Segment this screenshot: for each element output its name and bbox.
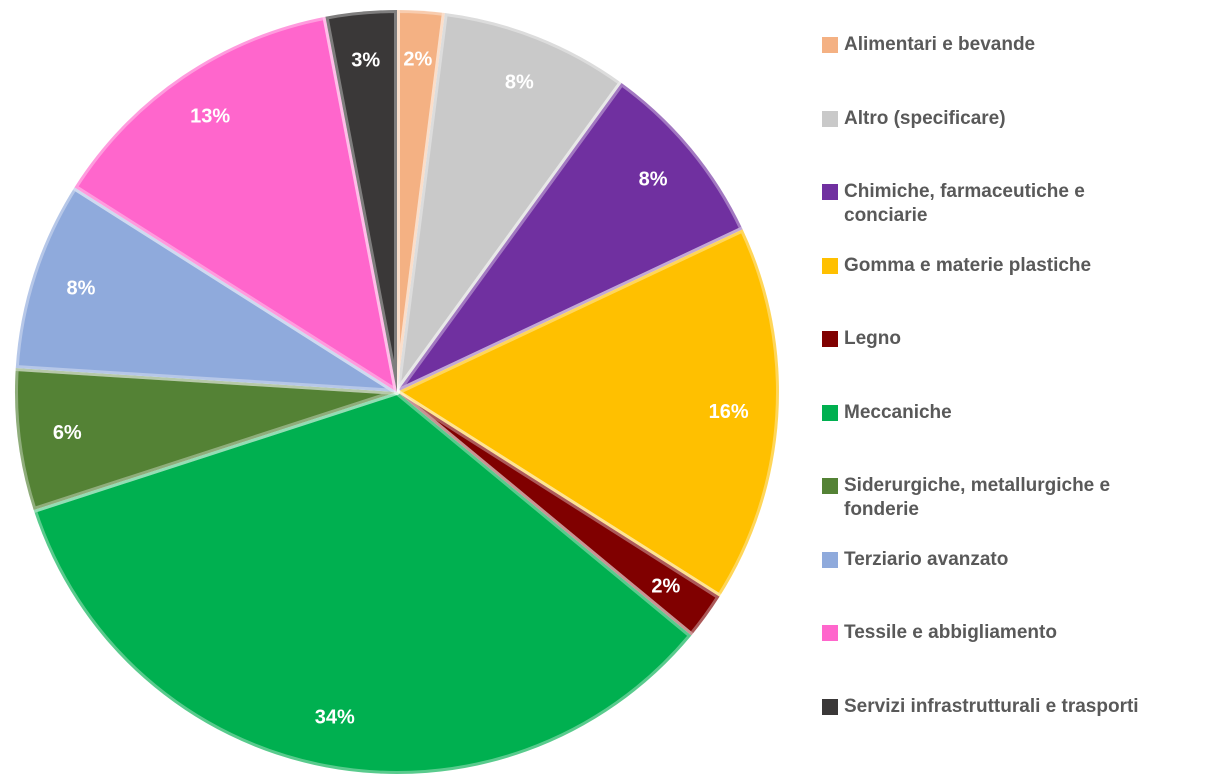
data-label: 13% bbox=[190, 105, 230, 127]
data-label: 2% bbox=[403, 49, 432, 71]
pie-slice bbox=[30, 389, 695, 776]
data-label: 8% bbox=[505, 71, 534, 93]
legend-label: Meccaniche bbox=[844, 401, 952, 423]
pie-slice bbox=[394, 226, 782, 600]
data-label: 8% bbox=[66, 278, 95, 300]
legend-item: Legno bbox=[822, 327, 901, 351]
pie-slice bbox=[394, 389, 723, 639]
legend-label: Tessile e abbigliamento bbox=[844, 622, 1057, 643]
data-label: 16% bbox=[709, 401, 749, 423]
legend-swatch bbox=[822, 478, 838, 494]
legend-swatch bbox=[822, 184, 838, 200]
legend-item: Terziario avanzato bbox=[822, 548, 1008, 572]
pie-slice bbox=[394, 79, 746, 395]
legend-label: Alimentari e bevande bbox=[844, 34, 1036, 55]
legend-item: Servizi infrastrutturali e trasporti bbox=[822, 695, 1139, 719]
legend-item: Alimentari e bevande bbox=[822, 33, 1035, 57]
legend-swatch bbox=[822, 625, 838, 641]
legend-swatch bbox=[822, 404, 838, 421]
legend-label: Legno bbox=[844, 328, 901, 349]
data-label: 6% bbox=[53, 422, 82, 444]
legend-item: Meccaniche bbox=[822, 401, 952, 425]
legend: Alimentari e bevande Altro (specificare) C… bbox=[822, 0, 1227, 776]
pie-slice bbox=[71, 13, 400, 395]
legend-swatch bbox=[822, 37, 838, 53]
pie-slice bbox=[394, 7, 448, 395]
pie-slice bbox=[12, 184, 400, 395]
data-label: 8% bbox=[639, 168, 668, 190]
legend-swatch bbox=[822, 110, 838, 127]
pie-slice bbox=[322, 7, 400, 395]
pie-slice bbox=[12, 365, 400, 514]
legend-item: Altro (specificare) bbox=[822, 107, 1006, 131]
legend-label: Servizi infrastrutturali e trasporti bbox=[844, 695, 1139, 717]
pie-chart: 2% 8% 8% 16% 2% 34% 6% 8% 13% 3% bbox=[12, 7, 782, 776]
legend-label: Chimiche, farmaceutiche e conciarie bbox=[844, 181, 1085, 226]
pie-slice bbox=[394, 10, 625, 395]
legend-swatch bbox=[822, 331, 838, 347]
legend-item: Siderurgiche, metallurgiche e fonderie bbox=[822, 474, 1122, 522]
legend-item: Gomma e materie plastiche bbox=[822, 254, 1091, 278]
data-label: 34% bbox=[315, 707, 355, 729]
legend-swatch bbox=[822, 257, 838, 274]
legend-label: Altro (specificare) bbox=[844, 107, 1006, 129]
data-label: 3% bbox=[351, 49, 380, 71]
legend-label: Terziario avanzato bbox=[844, 548, 1009, 570]
legend-item: Chimiche, farmaceutiche e conciarie bbox=[822, 180, 1122, 228]
data-label: 2% bbox=[651, 576, 680, 598]
legend-label: Gomma e materie plastiche bbox=[844, 254, 1092, 276]
legend-item: Tessile e abbigliamento bbox=[822, 621, 1057, 645]
legend-label: Siderurgiche, metallurgiche e fonderie bbox=[844, 475, 1111, 520]
legend-swatch bbox=[822, 698, 838, 715]
legend-swatch bbox=[822, 551, 838, 568]
